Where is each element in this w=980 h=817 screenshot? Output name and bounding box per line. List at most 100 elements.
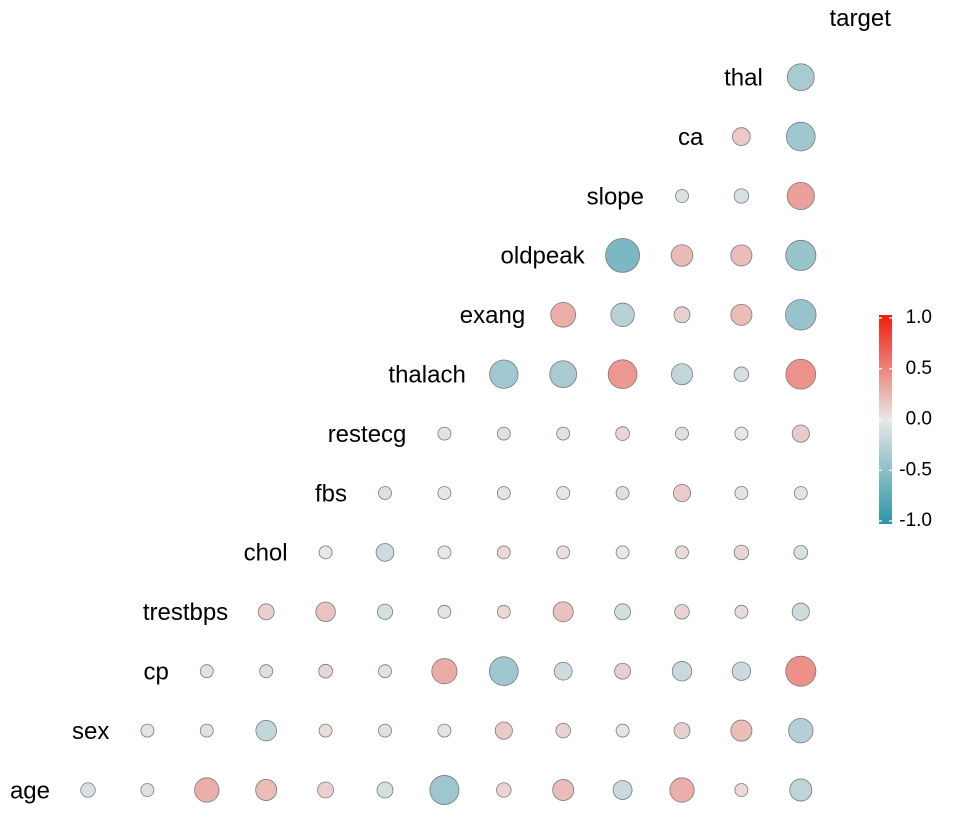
corr-cell-target-thal (786, 63, 815, 92)
corr-cell-fbs-age (317, 781, 334, 799)
corr-cell-thalach-fbs (437, 486, 452, 500)
correlation-cells (80, 63, 817, 805)
corr-cell-ca-slope (675, 189, 689, 203)
corr-cell-exang-cp (489, 656, 519, 686)
corr-cell-restecg-trestbps (376, 603, 394, 620)
corr-cell-target-slope (786, 181, 815, 211)
corr-cell-fbs-chol (318, 545, 333, 560)
corr-cell-ca-fbs (672, 483, 692, 503)
corr-cell-thal-cp (731, 661, 752, 681)
corr-cell-fbs-trestbps (315, 601, 336, 622)
corr-cell-thalach-age (429, 775, 460, 805)
corr-cell-trestbps-cp (199, 664, 214, 679)
corr-cell-thal-trestbps (734, 604, 749, 619)
corr-cell-thal-exang (730, 303, 753, 326)
corr-cell-restecg-chol (375, 543, 395, 562)
corr-cell-cp-sex (140, 723, 155, 738)
corr-cell-thal-slope (733, 188, 750, 204)
variable-label-target: target (830, 5, 892, 32)
legend-tick-label: -0.5 (899, 459, 932, 480)
variable-label-age: age (10, 777, 50, 804)
corr-cell-chol-sex (255, 719, 277, 742)
corr-cell-oldpeak-trestbps (552, 601, 574, 623)
corr-cell-slope-cp (614, 662, 631, 680)
corr-cell-thalach-chol (437, 545, 452, 560)
corr-cell-exang-sex (494, 721, 513, 740)
corr-cell-target-exang (785, 299, 817, 331)
corr-cell-ca-oldpeak (670, 244, 694, 267)
corr-cell-oldpeak-restecg (556, 426, 571, 441)
corr-cell-oldpeak-cp (553, 661, 573, 681)
legend-color-bar (879, 315, 892, 524)
corr-cell-oldpeak-chol (556, 545, 571, 560)
corr-cell-ca-trestbps (674, 604, 690, 620)
corr-cell-oldpeak-exang (550, 301, 577, 328)
corr-cell-fbs-sex (318, 723, 333, 738)
corr-cell-thal-age (734, 783, 749, 797)
corr-cell-exang-fbs (496, 486, 511, 500)
variable-label-sex: sex (72, 718, 109, 745)
corr-cell-thalach-restecg (437, 426, 452, 441)
corr-cell-chol-cp (259, 664, 274, 679)
corr-cell-exang-restecg (496, 426, 511, 441)
corr-cell-exang-trestbps (496, 604, 511, 619)
corr-cell-thalach-sex (437, 723, 452, 738)
variable-label-cp: cp (143, 659, 168, 686)
legend-tick-label: 0.0 (906, 409, 932, 430)
corr-cell-target-restecg (791, 424, 810, 443)
corr-cell-ca-thalach (671, 363, 693, 386)
corr-cell-restecg-sex (378, 723, 392, 738)
corr-cell-thal-chol (733, 544, 750, 561)
variable-label-fbs: fbs (315, 480, 347, 507)
corr-cell-slope-restecg (615, 426, 630, 441)
corr-cell-target-age (789, 778, 813, 802)
corr-cell-thal-sex (730, 719, 753, 742)
legend-tick-label: -1.0 (899, 510, 932, 531)
corr-cell-slope-age (612, 780, 633, 800)
variable-label-thalach: thalach (388, 362, 465, 389)
variable-label-trestbps: trestbps (143, 599, 228, 626)
corr-cell-ca-chol (675, 545, 689, 560)
corr-cell-target-cp (785, 655, 817, 687)
legend-tick-label: 0.5 (906, 358, 932, 379)
corr-cell-slope-oldpeak (605, 237, 640, 273)
corr-cell-sex-age (80, 782, 96, 798)
variable-label-chol: chol (244, 540, 288, 567)
corr-cell-oldpeak-fbs (556, 486, 571, 500)
corr-cell-target-oldpeak (785, 239, 817, 271)
corr-cell-ca-age (669, 777, 695, 803)
variable-label-oldpeak: oldpeak (501, 243, 586, 270)
corr-cell-oldpeak-sex (555, 722, 571, 739)
corr-cell-oldpeak-thalach (549, 360, 578, 389)
color-legend: 1.0 0.5 0.0 -0.5 -1.0 (879, 307, 932, 531)
corr-cell-thal-restecg (734, 426, 749, 441)
corr-cell-thalach-cp (431, 658, 458, 685)
corr-cell-thal-fbs (734, 486, 749, 500)
legend-ticks: 1.0 0.5 0.0 -0.5 -1.0 (879, 307, 932, 531)
variable-label-restecg: restecg (328, 421, 407, 448)
legend-tick-label: 1.0 (906, 307, 932, 328)
corr-cell-chol-age (255, 779, 278, 801)
corr-cell-thal-oldpeak (730, 244, 753, 267)
corr-cell-restecg-age (376, 781, 394, 799)
variable-label-slope: slope (587, 183, 644, 210)
corr-cell-restecg-fbs (378, 486, 392, 500)
corr-cell-ca-exang (673, 306, 691, 324)
corr-cell-exang-age (496, 782, 512, 798)
corr-cell-target-chol (793, 545, 809, 560)
corr-cell-ca-sex (673, 722, 691, 739)
corr-cell-fbs-cp (318, 663, 333, 679)
corr-cell-oldpeak-age (552, 779, 575, 801)
corr-cell-exang-chol (496, 545, 511, 560)
corr-cell-ca-restecg (675, 426, 689, 441)
corr-cell-thalach-trestbps (437, 604, 452, 619)
corr-cell-target-ca (786, 121, 816, 152)
corr-cell-thal-thalach (733, 366, 750, 382)
corr-cell-slope-fbs (615, 486, 630, 500)
variable-labels: age sex cp trestbps chol fbs restecg thalach exa… (10, 5, 891, 804)
corr-cell-slope-trestbps (614, 603, 631, 621)
corr-cell-slope-exang (610, 302, 635, 327)
variable-label-exang: exang (460, 302, 525, 329)
corr-cell-thal-ca (732, 127, 751, 146)
corr-cell-restecg-cp (378, 664, 392, 679)
